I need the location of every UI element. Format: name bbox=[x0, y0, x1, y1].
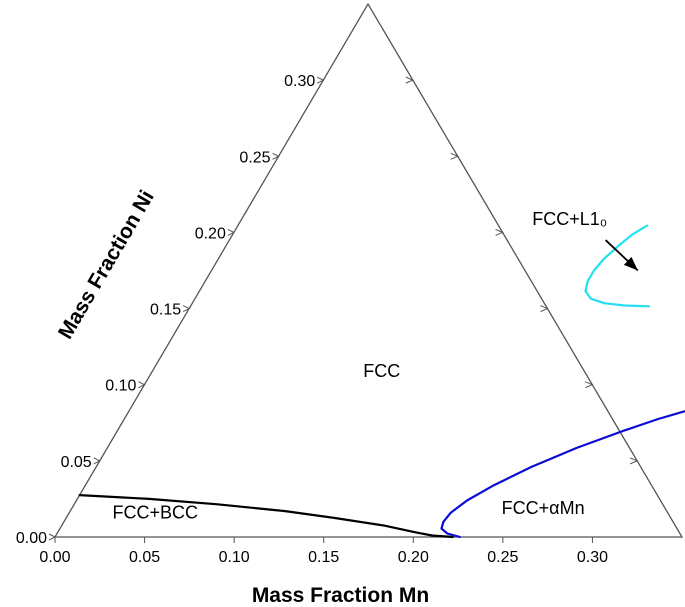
y-axis-title: Mass Fraction Ni bbox=[54, 186, 159, 343]
y-tick-mark bbox=[48, 533, 57, 541]
x-tick-label: 0.25 bbox=[487, 549, 518, 566]
x-tick-label: 0.00 bbox=[39, 549, 70, 566]
y-tick-mark bbox=[272, 152, 280, 160]
right-tick-mark bbox=[495, 228, 504, 236]
y-tick-mark bbox=[227, 228, 235, 236]
triangle-outline bbox=[53, 2, 684, 538]
region-label: FCC+αMn bbox=[502, 498, 585, 518]
y-tick-label: 0.20 bbox=[195, 225, 226, 242]
x-tick-label: 0.15 bbox=[308, 549, 339, 566]
x-tick-label: 0.30 bbox=[577, 549, 608, 566]
x-axis-title: Mass Fraction Mn bbox=[252, 584, 429, 607]
y-tick-mark bbox=[138, 381, 146, 389]
y-tick-label: 0.10 bbox=[105, 378, 136, 395]
region-label: FCC+BCC bbox=[113, 503, 199, 523]
triangle-frame bbox=[53, 2, 684, 538]
phase-boundaries bbox=[78, 224, 685, 539]
right-tick-mark bbox=[405, 76, 415, 84]
right-tick-mark bbox=[450, 152, 459, 160]
annotation-arrowhead bbox=[623, 256, 638, 271]
x-tick-label: 0.05 bbox=[129, 549, 160, 566]
right-tick-mark bbox=[629, 457, 639, 465]
x-tick-label: 0.10 bbox=[219, 549, 250, 566]
region-labels: FCC FCC+BCC FCC+αMn FCC+L1₀ bbox=[113, 209, 608, 523]
phase-boundary-1 bbox=[78, 494, 454, 539]
y-tick-mark bbox=[182, 305, 191, 313]
y-tick-label: 0.15 bbox=[150, 302, 181, 319]
phase-boundary-3 bbox=[584, 224, 651, 308]
right-tick-mark bbox=[540, 305, 549, 313]
y-tick-label: 0.30 bbox=[284, 73, 315, 90]
x-tick-label: 0.20 bbox=[398, 549, 429, 566]
y-axis-ticks: 0.00 0.05 0.10 0.15 0.20 0.25 0.30 bbox=[16, 73, 325, 547]
y-tick-label: 0.05 bbox=[61, 454, 92, 471]
y-tick-label: 0.25 bbox=[239, 149, 270, 166]
y-tick-mark bbox=[93, 457, 101, 465]
right-tick-mark bbox=[585, 381, 594, 389]
phase-boundary-2 bbox=[440, 410, 685, 539]
y-tick-label: 0.00 bbox=[16, 530, 47, 547]
annotation-arrow-group bbox=[604, 239, 639, 272]
right-edge-ticks bbox=[405, 76, 639, 465]
y-tick-mark bbox=[317, 76, 325, 84]
region-label: FCC+L1₀ bbox=[532, 209, 607, 229]
x-axis-ticks: 0.00 0.05 0.10 0.15 0.20 0.25 0.30 bbox=[39, 537, 608, 566]
region-label: FCC bbox=[363, 361, 400, 381]
